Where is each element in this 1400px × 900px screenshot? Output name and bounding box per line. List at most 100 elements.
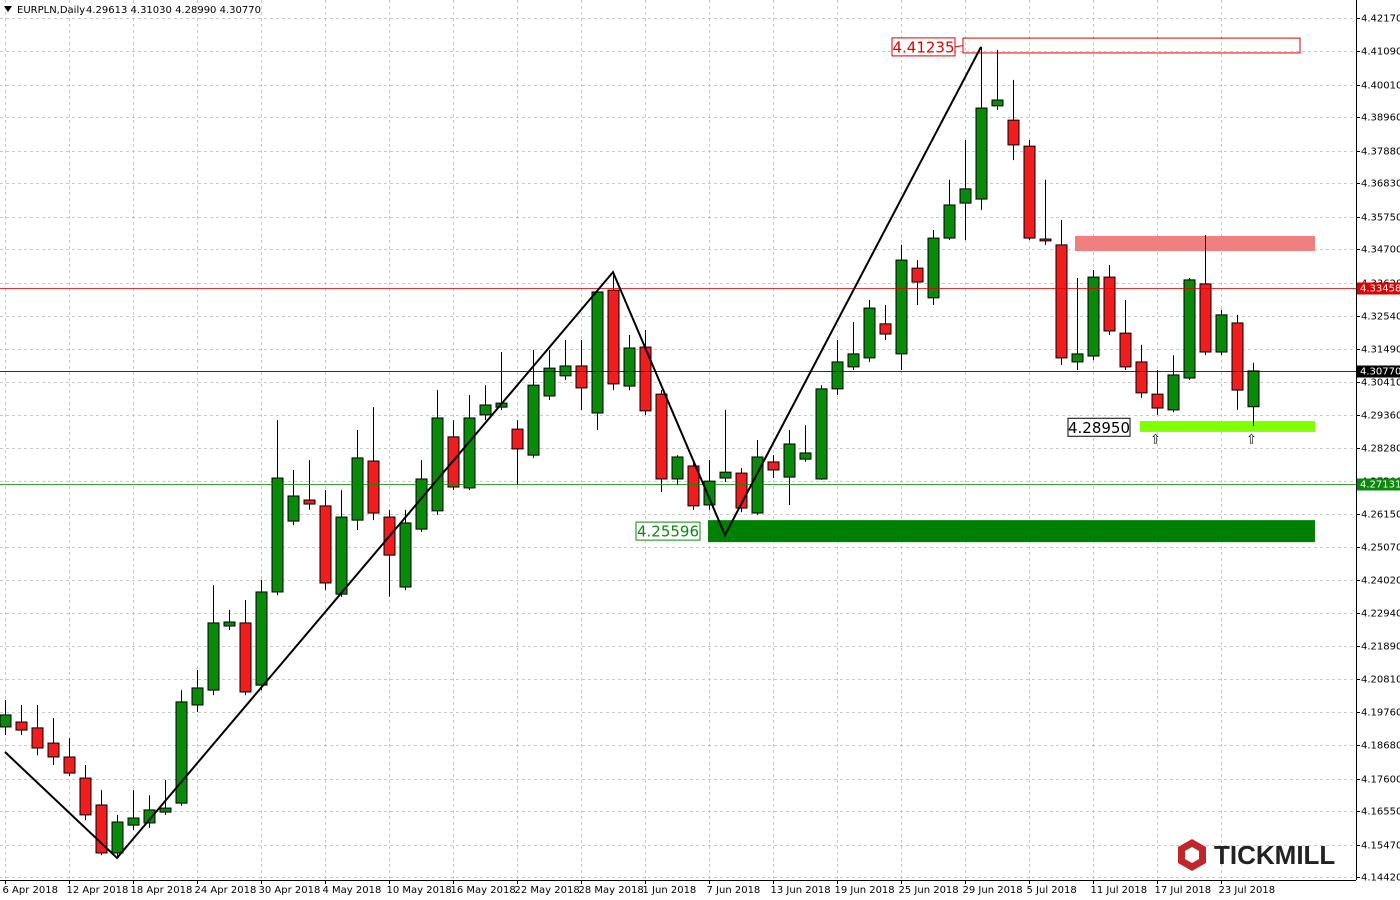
candle-body: [927, 237, 940, 299]
candle-body: [431, 417, 444, 512]
zone-tag: 4.41235: [892, 38, 954, 56]
candle-body: [799, 452, 812, 460]
y-tick-label: 4.37880: [1361, 147, 1400, 158]
y-tick-label: 4.31490: [1361, 345, 1400, 356]
candle-body: [1151, 393, 1164, 409]
candle-body: [1199, 283, 1212, 353]
price-line-label: 4.33458: [1360, 284, 1400, 295]
quote: 4.29613 4.31030 4.28990 4.30770: [86, 5, 261, 16]
zone: [1140, 421, 1315, 432]
y-tick-label: 4.40010: [1361, 81, 1400, 92]
x-tick-label: 28 May 2018: [579, 885, 644, 896]
zone-tag-box: [1067, 417, 1131, 437]
candle-body: [303, 499, 316, 505]
y-tick-label: 4.42170: [1361, 14, 1400, 25]
candle-body: [367, 460, 380, 514]
y-tick-label: 4.28280: [1361, 444, 1400, 455]
zone-tag: 4.25596: [637, 523, 699, 541]
candle-body: [1135, 361, 1148, 394]
y-tick-label: 4.14420: [1361, 873, 1400, 884]
candle-body: [271, 477, 284, 593]
zone-tag: 4.28950: [1068, 419, 1130, 437]
arrow-icon: ⇧: [1150, 433, 1161, 448]
candle-body: [63, 756, 76, 774]
y-tick-label: 4.20810: [1361, 675, 1400, 686]
candle-body: [1167, 374, 1180, 411]
candle-body: [239, 622, 252, 693]
candle-body: [15, 721, 28, 731]
candle-body: [831, 361, 844, 390]
candle-body: [223, 621, 236, 627]
x-tick-label: 18 Apr 2018: [131, 885, 193, 896]
axis-layer: 4.42170 4.41090 4.40010 4.38960 4.37880 4.368…: [3, 14, 1400, 896]
zone: [708, 520, 1315, 543]
y-tick-label: 4.16550: [1361, 807, 1400, 818]
candle-body: [975, 107, 988, 200]
candle-body: [1023, 145, 1036, 239]
candle-body: [607, 289, 620, 385]
y-tick-label: 4.15470: [1361, 841, 1400, 852]
candle-body: [127, 817, 140, 826]
candle-body: [0, 714, 12, 728]
candle-body: [175, 701, 188, 804]
candle-body: [1247, 370, 1260, 408]
x-tick-label: 7 Jun 2018: [707, 885, 761, 896]
candle-body: [687, 465, 700, 507]
y-tick-label: 4.19760: [1361, 708, 1400, 719]
arrow-icon: ⇧: [1246, 433, 1257, 448]
candle-body: [1231, 322, 1244, 391]
y-tick-label: 4.22940: [1361, 609, 1400, 620]
candle-body: [479, 404, 492, 416]
x-tick-label: 30 Apr 2018: [259, 885, 321, 896]
zigzag-line: [4, 46, 982, 860]
candle-body: [1039, 238, 1052, 242]
candle-body: [783, 443, 796, 478]
candle-body: [47, 742, 60, 758]
y-tick-label: 4.35750: [1361, 213, 1400, 224]
x-tick-label: 5 Jul 2018: [1027, 885, 1077, 896]
x-tick-label: 19 Jun 2018: [835, 885, 895, 896]
candle-body: [31, 727, 44, 749]
candle-body: [767, 461, 780, 471]
price-line-label-box: [1357, 282, 1400, 295]
zone-tag-connector: [954, 45, 964, 48]
candle-body: [255, 591, 268, 686]
x-tick-label: 12 Apr 2018: [67, 885, 129, 896]
candle-body: [1183, 279, 1196, 379]
candle-body: [911, 267, 924, 283]
candle-body: [623, 347, 636, 387]
candle-body: [335, 516, 348, 595]
candle-body: [991, 99, 1004, 107]
y-tick-label: 4.21890: [1361, 642, 1400, 653]
candle-body: [1071, 353, 1084, 363]
zone: [1075, 235, 1315, 252]
y-tick-label: 4.29360: [1361, 411, 1400, 422]
candle-body: [1007, 119, 1020, 146]
candle-body: [1215, 314, 1228, 353]
candle-layer: [0, 46, 1260, 858]
candle-body: [159, 807, 172, 813]
candle-body: [463, 417, 476, 489]
symbol-menu-icon[interactable]: [4, 6, 12, 12]
candle-body: [1103, 276, 1116, 332]
candle-body: [895, 259, 908, 355]
price-line-label: 4.27131: [1360, 480, 1400, 491]
logo-text: TICKMILL: [1214, 840, 1335, 870]
candle-body: [703, 480, 716, 506]
candle-body: [319, 505, 332, 584]
candle-body: [1119, 332, 1132, 368]
candle-body: [79, 777, 92, 816]
zone-layer: [708, 37, 1315, 543]
x-tick-label: 11 Jul 2018: [1091, 885, 1148, 896]
x-tick-label: 17 Jul 2018: [1155, 885, 1212, 896]
candle-body: [543, 367, 556, 397]
candle-body: [847, 353, 860, 368]
candle-body: [351, 457, 364, 521]
x-tick-label: 6 Apr 2018: [3, 885, 58, 896]
x-tick-label: 22 May 2018: [515, 885, 580, 896]
y-tick-label: 4.30410: [1361, 378, 1400, 389]
y-tick-label: 4.34700: [1361, 245, 1400, 256]
logo-icon-inner: [1185, 847, 1199, 863]
candle-body: [399, 522, 412, 588]
